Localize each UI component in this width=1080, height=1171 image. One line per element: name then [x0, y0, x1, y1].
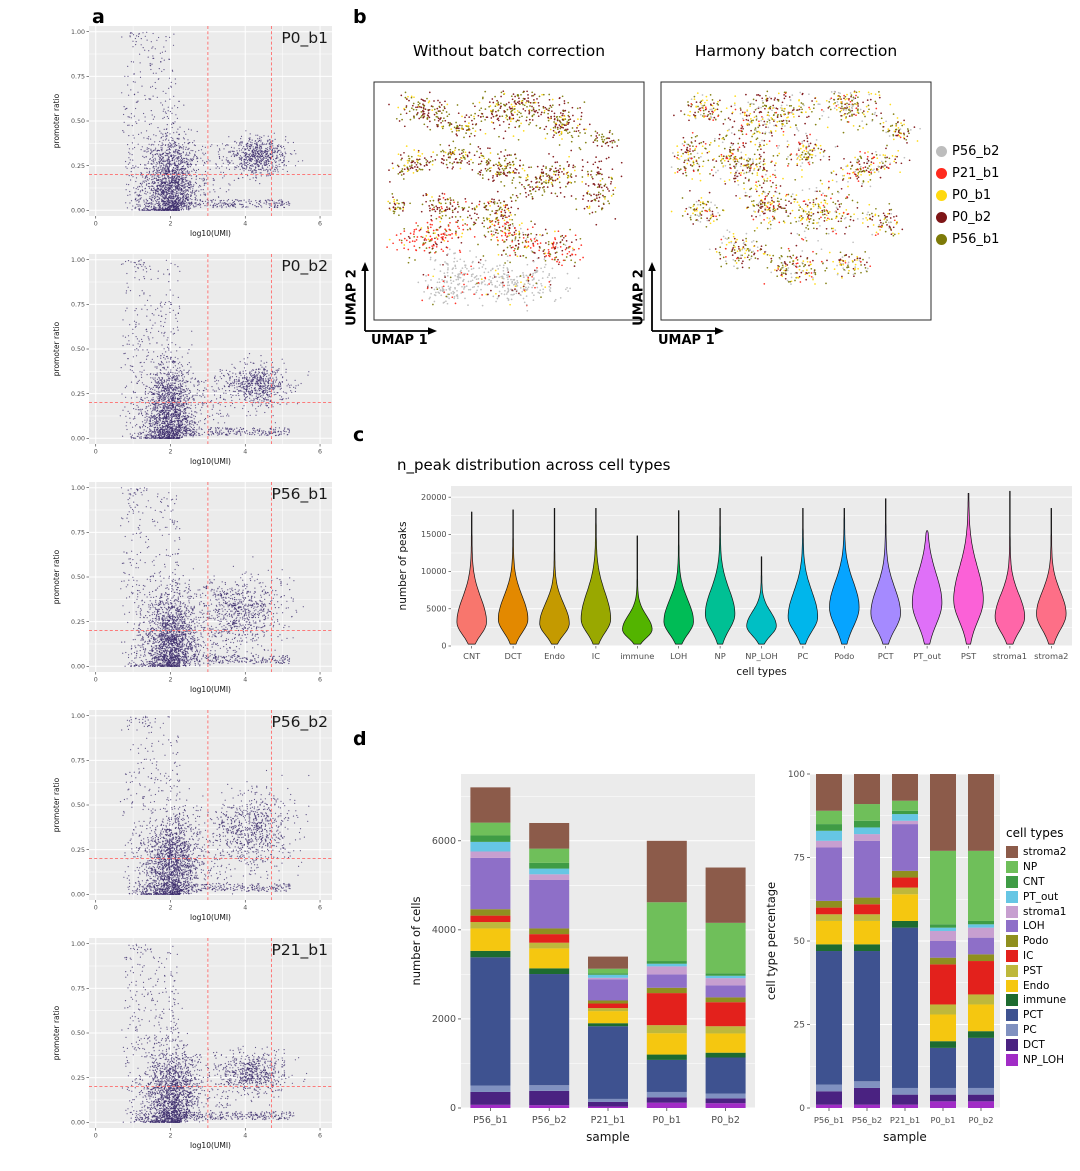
batch-legend-swatch — [936, 211, 947, 223]
batch-legend-swatch — [936, 167, 947, 179]
svg-text:1.00: 1.00 — [71, 29, 85, 36]
batch-legend-label: P21_b1 — [952, 165, 1000, 181]
batch-legend-label: P0_b1 — [952, 187, 992, 203]
batch-legend-item: P0_b1 — [936, 184, 999, 206]
panel-a-label: a — [92, 6, 105, 28]
cell-type-legend-label: IC — [1023, 949, 1034, 962]
umap2-axis-label-right: UMAP 2 — [631, 269, 647, 326]
cell-type-legend-label: PC — [1023, 1023, 1037, 1036]
cell-type-legend-item: PST — [1006, 963, 1080, 978]
umap1-axis-label-left: UMAP 1 — [371, 333, 428, 348]
cell-types-legend: cell types stroma2 NP CNT PT_out stroma1 LOH P… — [1006, 826, 1080, 1067]
batch-legend-label: P56_b1 — [952, 231, 1000, 247]
cell-type-legend-swatch — [1006, 979, 1018, 992]
cell-type-legend-item: PC — [1006, 1023, 1080, 1038]
cell-type-legend-swatch — [1006, 861, 1018, 874]
umap-plot-without-batch-correction — [361, 81, 645, 335]
cell-type-legend-swatch — [1006, 846, 1018, 859]
cell-type-legend-swatch — [1006, 905, 1018, 918]
umap2-axis-label-left: UMAP 2 — [344, 269, 360, 326]
cell-type-legend-item: NP_LOH — [1006, 1052, 1080, 1067]
panel-b-label: b — [353, 6, 367, 28]
cell-type-legend-swatch — [1006, 890, 1018, 903]
svg-text:log10(UMI): log10(UMI) — [190, 229, 231, 238]
cell-type-legend-label: PT_out — [1023, 890, 1059, 903]
cell-type-legend-swatch — [1006, 949, 1018, 962]
cell-type-legend-item: CNT — [1006, 875, 1080, 890]
batch-legend-label: P0_b2 — [952, 209, 992, 225]
umap-plot-harmony-batch-correction — [648, 81, 932, 335]
panel-d-label: d — [353, 728, 367, 750]
cell-type-legend-swatch — [1006, 994, 1018, 1007]
batch-legend-item: P56_b1 — [936, 228, 999, 250]
cell-type-legend-label: stroma2 — [1023, 846, 1067, 859]
cell-type-legend-swatch — [1006, 1009, 1018, 1022]
cell-type-legend-label: immune — [1023, 994, 1067, 1007]
batch-legend-item: P21_b1 — [936, 162, 999, 184]
umap1-axis-label-right: UMAP 1 — [658, 333, 715, 348]
svg-text:4: 4 — [243, 221, 247, 228]
cell-type-legend-item: Podo — [1006, 934, 1080, 949]
umap-title-without-correction: Without batch correction — [412, 42, 606, 60]
svg-text:0.50: 0.50 — [71, 118, 85, 125]
violin-plot-title: n_peak distribution across cell types — [397, 456, 671, 474]
cell-type-legend-item: PCT — [1006, 1008, 1080, 1023]
svg-text:6: 6 — [318, 221, 322, 228]
cell-type-legend-label: PST — [1023, 964, 1043, 977]
cell-type-legend-item: PT_out — [1006, 889, 1080, 904]
scatter-promoter-ratio-p21-b1: 0.000.250.500.751.000 2 4 6log10(UMI)promot… — [52, 938, 332, 1150]
cell-type-legend-label: stroma1 — [1023, 905, 1067, 918]
umap-title-harmony: Harmony batch correction — [694, 42, 898, 60]
batch-legend-swatch — [936, 145, 947, 157]
svg-text:P0_b1: P0_b1 — [281, 29, 328, 48]
scatter-promoter-ratio-p56-b2: 0.000.250.500.751.000 2 4 6log10(UMI)promot… — [52, 710, 332, 922]
cell-type-legend-label: Podo — [1023, 935, 1049, 948]
svg-text:promoter ratio: promoter ratio — [52, 93, 61, 148]
batch-legend-swatch — [936, 189, 947, 201]
svg-text:0.25: 0.25 — [71, 163, 85, 170]
cell-type-legend-item: immune — [1006, 993, 1080, 1008]
cell-types-legend-title: cell types — [1006, 826, 1064, 840]
batch-legend-item: P0_b2 — [936, 206, 999, 228]
scatter-promoter-ratio-p0-b2: 0.000.250.500.751.000 2 4 6log10(UMI)promot… — [52, 254, 332, 466]
cell-type-legend-swatch — [1006, 1023, 1018, 1036]
cell-type-legend-item: DCT — [1006, 1037, 1080, 1052]
cell-type-legend-label: Endo — [1023, 979, 1050, 992]
cell-type-legend-item: stroma2 — [1006, 845, 1080, 860]
scatter-promoter-ratio-p0-b1: 0.00 0.25 0.50 0.75 1.00 0 2 4 6 log10(UMI) promot… — [52, 26, 332, 238]
cell-type-legend-swatch — [1006, 1038, 1018, 1051]
cell-type-legend-item: LOH — [1006, 919, 1080, 934]
svg-text:0: 0 — [94, 221, 98, 228]
svg-text:2: 2 — [168, 221, 172, 228]
scatter-promoter-ratio-p56-b1: 0.000.250.500.751.000 2 4 6log10(UMI)promot… — [52, 482, 332, 694]
cell-type-legend-label: NP — [1023, 861, 1038, 874]
cell-type-legend-swatch — [1006, 935, 1018, 948]
svg-text:0.00: 0.00 — [71, 208, 85, 215]
cell-type-legend-swatch — [1006, 964, 1018, 977]
cell-type-legend-swatch — [1006, 920, 1018, 933]
cell-type-legend-item: Endo — [1006, 978, 1080, 993]
cell-type-legend-item: stroma1 — [1006, 904, 1080, 919]
batch-legend-label: P56_b2 — [952, 143, 1000, 159]
batch-legend-swatch — [936, 233, 947, 245]
panel-c-label: c — [353, 424, 365, 446]
cell-type-legend-label: DCT — [1023, 1038, 1045, 1051]
cell-type-legend-item: IC — [1006, 949, 1080, 964]
cell-type-legend-swatch — [1006, 875, 1018, 888]
cell-type-legend-label: PCT — [1023, 1009, 1044, 1022]
cell-type-legend-swatch — [1006, 1053, 1018, 1066]
cell-type-legend-label: CNT — [1023, 875, 1045, 888]
batch-legend: P56_b2 P21_b1 P0_b1 P0_b2 P56_b1 — [936, 140, 999, 250]
batch-legend-item: P56_b2 — [936, 140, 999, 162]
svg-text:0.75: 0.75 — [71, 74, 85, 81]
cell-type-legend-label: LOH — [1023, 920, 1045, 933]
cell-type-legend-label: NP_LOH — [1023, 1053, 1065, 1066]
cell-types-legend-items: stroma2 NP CNT PT_out stroma1 LOH Podo IC PST End… — [1006, 845, 1080, 1067]
cell-type-legend-item: NP — [1006, 860, 1080, 875]
